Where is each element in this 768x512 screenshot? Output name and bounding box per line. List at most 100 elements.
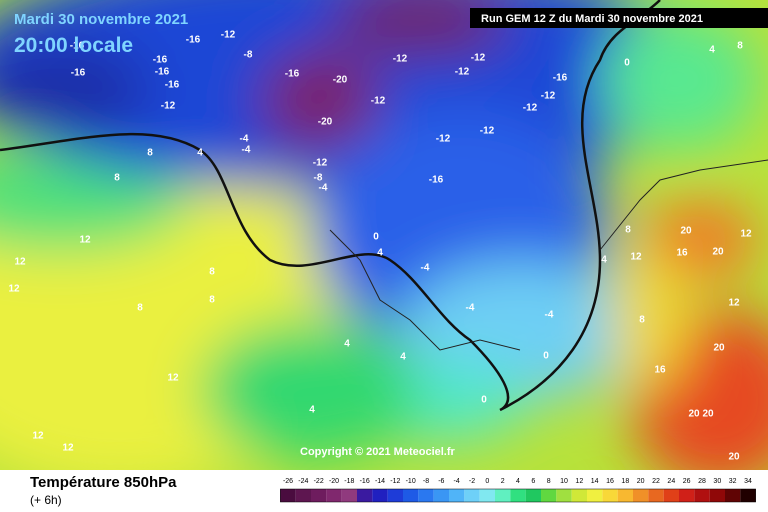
scale-swatch xyxy=(525,489,541,502)
scale-swatch xyxy=(449,489,465,502)
scale-swatch xyxy=(602,489,618,502)
scale-swatch xyxy=(326,489,342,502)
contour-label: 12 xyxy=(14,257,26,268)
contour-label: 4 xyxy=(377,248,383,259)
scale-swatch xyxy=(571,489,587,502)
scale-label: 30 xyxy=(713,478,721,485)
scale-label: -14 xyxy=(375,478,385,485)
contour-label: 20 xyxy=(712,247,724,258)
contour-label: 4 xyxy=(601,255,607,266)
scale-label: -16 xyxy=(360,478,370,485)
scale-swatch xyxy=(648,489,664,502)
scale-label: 6 xyxy=(531,478,535,485)
contour-label: 0 xyxy=(543,351,549,362)
scale-swatch xyxy=(479,489,495,502)
scale-swatch xyxy=(311,489,327,502)
scale-label: 24 xyxy=(667,478,675,485)
contour-label: 20 xyxy=(713,343,725,354)
contour-label: 4 xyxy=(344,339,350,350)
scale-swatch xyxy=(617,489,633,502)
contour-label: 12 xyxy=(167,373,179,384)
contour-label: -20 xyxy=(333,75,348,86)
scale-swatch xyxy=(495,489,511,502)
scale-swatch xyxy=(587,489,603,502)
contour-label: 12 xyxy=(630,252,642,263)
scale-label: 4 xyxy=(516,478,520,485)
contour-label: -16 xyxy=(429,175,444,186)
contour-label: -16 xyxy=(553,73,568,84)
contour-label: 0 xyxy=(373,232,379,243)
contour-label: 8 xyxy=(639,315,645,326)
scale-swatch xyxy=(510,489,526,502)
contour-label: 0 xyxy=(481,395,487,406)
scale-swatch xyxy=(295,489,311,502)
contour-label: 12 xyxy=(32,431,44,442)
scale-swatch xyxy=(709,489,725,502)
contour-label: 20 xyxy=(680,226,692,237)
scale-label: 34 xyxy=(744,478,752,485)
scale-label: 0 xyxy=(485,478,489,485)
scale-swatch xyxy=(387,489,403,502)
contour-label: 8 xyxy=(209,267,215,278)
scale-label: 18 xyxy=(621,478,629,485)
scale-label: 12 xyxy=(575,478,583,485)
forecast-step: (+ 6h) xyxy=(30,493,62,507)
contour-label: -12 xyxy=(313,158,328,169)
contour-label: -12 xyxy=(471,53,486,64)
scale-label: -18 xyxy=(344,478,354,485)
contour-label: -12 xyxy=(455,67,470,78)
contour-label: -12 xyxy=(480,126,495,137)
copyright: Copyright © 2021 Meteociel.fr xyxy=(300,446,456,458)
contour-label: -4 xyxy=(242,145,251,156)
contour-label: 4 xyxy=(197,148,203,159)
contour-label: 8 xyxy=(737,41,743,52)
contour-label: 16 xyxy=(676,248,688,259)
scale-label: -6 xyxy=(438,478,444,485)
scale-swatch xyxy=(372,489,388,502)
legend-title: Température 850hPa xyxy=(30,474,177,491)
contour-label: 12 xyxy=(740,229,752,240)
scale-swatch xyxy=(556,489,572,502)
contour-label: 4 xyxy=(400,352,406,363)
scale-label: 10 xyxy=(560,478,568,485)
scale-label: -26 xyxy=(283,478,293,485)
contour-label: 8 xyxy=(209,295,215,306)
scale-label: -22 xyxy=(314,478,324,485)
contour-label: 8 xyxy=(137,303,143,314)
scale-swatch xyxy=(663,489,679,502)
contour-label: 12 xyxy=(728,298,740,309)
contour-label: 20 xyxy=(702,409,714,420)
scale-border xyxy=(280,488,756,503)
zero-isotherm xyxy=(0,0,661,412)
contour-label: 4 xyxy=(309,405,315,416)
scale-label: -12 xyxy=(390,478,400,485)
scale-label: 8 xyxy=(547,478,551,485)
scale-label: -2 xyxy=(469,478,475,485)
contour-label: 16 xyxy=(654,365,666,376)
contour-label: -4 xyxy=(466,303,475,314)
scale-swatch xyxy=(280,489,296,502)
scale-swatch xyxy=(740,489,756,502)
scale-label: 32 xyxy=(729,478,737,485)
contour-label: 8 xyxy=(147,148,153,159)
scale-label: 28 xyxy=(698,478,706,485)
scale-label: 2 xyxy=(501,478,505,485)
contour-label: -12 xyxy=(371,96,386,107)
contour-label: 8 xyxy=(114,173,120,184)
scale-label: -20 xyxy=(329,478,339,485)
contour-label: -12 xyxy=(523,103,538,114)
scale-label: 22 xyxy=(652,478,660,485)
contour-label: 12 xyxy=(8,284,20,295)
contour-label: -16 xyxy=(155,67,170,78)
scale-label: 26 xyxy=(683,478,691,485)
scale-swatch xyxy=(433,489,449,502)
scale-swatch xyxy=(694,489,710,502)
scale-swatch xyxy=(633,489,649,502)
scale-swatch xyxy=(341,489,357,502)
contour-label: 20 xyxy=(728,452,740,463)
contour-label: -16 xyxy=(186,35,201,46)
scale-swatch xyxy=(679,489,695,502)
scale-swatch xyxy=(357,489,373,502)
scale-label: 16 xyxy=(606,478,614,485)
